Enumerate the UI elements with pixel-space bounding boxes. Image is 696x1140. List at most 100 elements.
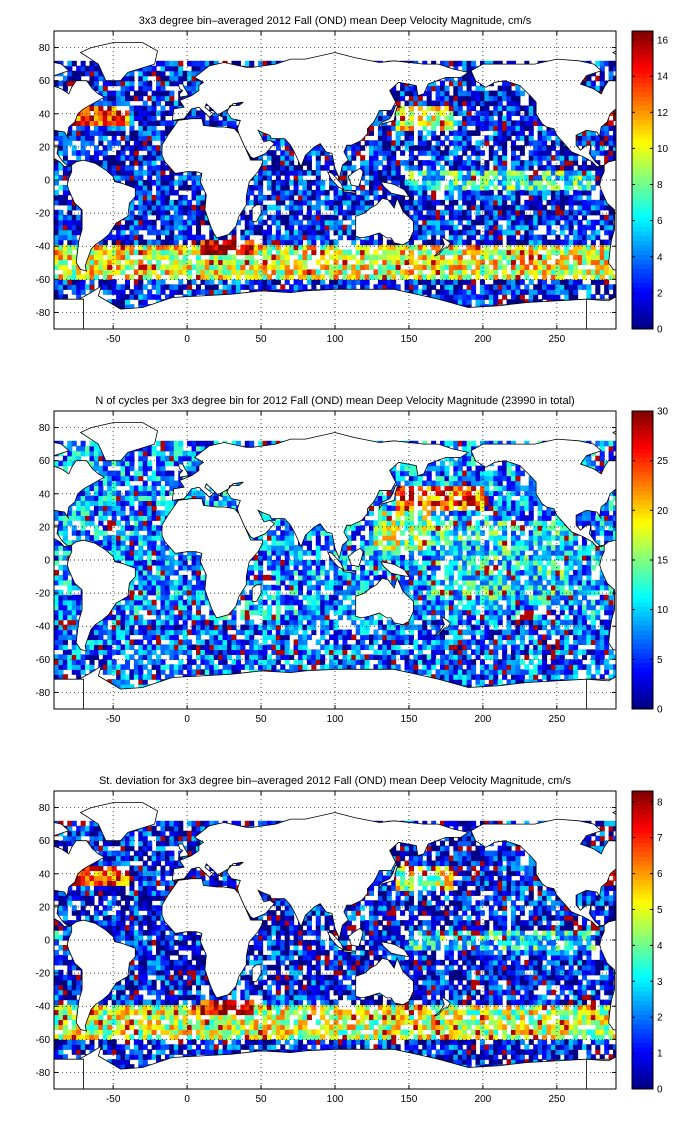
data-cell [537, 289, 543, 295]
data-cell [475, 170, 481, 176]
data-cell [422, 194, 428, 201]
data-cell [266, 155, 273, 161]
data-cell [58, 145, 64, 151]
data-cell [191, 170, 197, 176]
data-cell [284, 140, 290, 146]
data-cell [497, 110, 503, 117]
data-cell [519, 249, 525, 256]
data-cell [431, 130, 437, 136]
data-cell [218, 289, 224, 295]
data-cell [542, 165, 548, 171]
data-cell [182, 175, 188, 181]
data-cell [408, 214, 414, 221]
data-cell [147, 125, 153, 131]
data-cell [502, 194, 508, 201]
data-cell [373, 194, 379, 201]
data-cell [102, 274, 108, 280]
data-cell [555, 170, 561, 176]
data-cell [444, 274, 450, 280]
data-cell [462, 100, 468, 107]
data-cell [404, 189, 410, 196]
data-cell [440, 279, 446, 285]
data-cell [537, 194, 543, 201]
data-cell [333, 274, 339, 280]
data-cell [173, 249, 179, 256]
data-cell [147, 204, 153, 211]
data-cell [195, 224, 202, 231]
data-cell [559, 224, 565, 231]
data-cell [253, 224, 259, 231]
data-cell [413, 145, 419, 151]
data-cell [218, 249, 224, 256]
data-cell [466, 90, 472, 97]
data-cell [497, 264, 503, 270]
data-cell [346, 160, 352, 166]
data-cell [187, 175, 193, 181]
data-cell [457, 80, 463, 87]
data-cell [413, 95, 419, 102]
data-cell [289, 244, 295, 251]
data-cell [391, 259, 397, 266]
data-cell [408, 135, 414, 141]
data-cell [324, 189, 330, 196]
data-cell [320, 274, 326, 280]
data-cell [289, 269, 295, 275]
data-cell [506, 110, 512, 117]
data-cell [182, 194, 188, 201]
data-cell [342, 189, 348, 196]
data-cell [484, 115, 490, 121]
data-cell [262, 259, 268, 266]
data-cell [581, 269, 588, 275]
data-cell [244, 224, 250, 231]
data-cell [306, 155, 312, 161]
data-cell [124, 254, 131, 261]
data-cell [471, 199, 477, 206]
data-cell [133, 175, 139, 181]
data-cell [400, 244, 406, 251]
data-cell [315, 274, 321, 280]
data-cell [244, 269, 250, 275]
data-cell [431, 194, 437, 201]
data-cell [519, 180, 525, 186]
data-cell [67, 254, 73, 261]
data-cell [533, 219, 539, 226]
data-cell [462, 239, 468, 246]
data-cell [271, 194, 277, 201]
data-cell [342, 269, 348, 275]
data-cell [510, 254, 517, 261]
data-cell [289, 155, 295, 161]
data-cell [107, 155, 113, 161]
data-cell [160, 90, 166, 97]
data-cell [156, 239, 162, 246]
data-cell [546, 125, 552, 131]
data-cell [138, 294, 144, 300]
data-cell [178, 224, 184, 231]
data-cell [93, 120, 99, 126]
data-cell [510, 259, 517, 266]
data-cell [484, 189, 490, 196]
data-cell [466, 130, 472, 136]
data-cell [431, 155, 437, 161]
data-cell [67, 130, 73, 136]
data-cell [235, 264, 241, 270]
data-cell [156, 259, 162, 266]
data-cell [484, 110, 490, 117]
data-cell [102, 90, 108, 97]
data-cell [306, 244, 312, 251]
data-cell [502, 199, 508, 206]
data-cell [555, 140, 561, 146]
data-cell [608, 294, 614, 300]
data-cell [156, 274, 162, 280]
data-cell [329, 239, 335, 246]
data-cell [568, 214, 574, 221]
data-cell [581, 189, 588, 196]
data-cell [382, 254, 388, 261]
data-cell [333, 204, 339, 211]
data-cell [129, 120, 135, 126]
data-cell [182, 284, 188, 290]
data-cell [231, 120, 237, 126]
data-cell [542, 209, 548, 216]
data-cell [315, 269, 321, 275]
data-cell [382, 244, 388, 251]
data-cell [289, 145, 295, 151]
